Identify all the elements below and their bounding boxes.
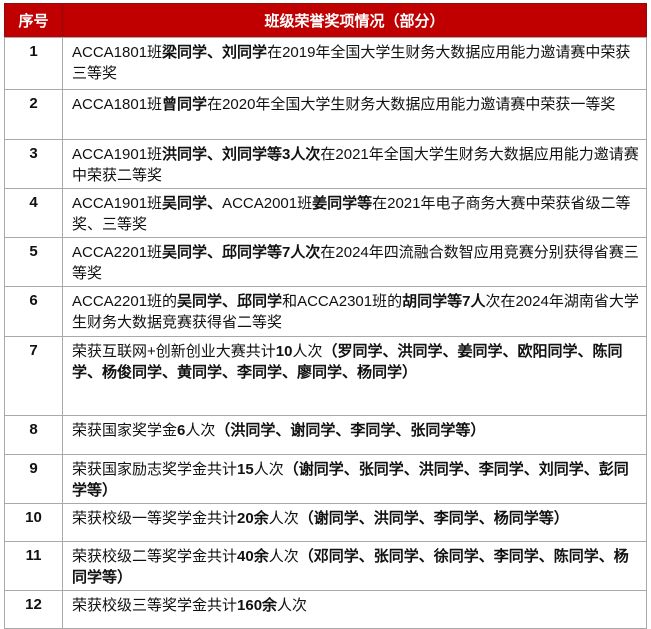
- table-row: 1 ACCA1801班梁同学、刘同学在2019年全国大学生财务大数据应用能力邀请赛…: [4, 37, 647, 90]
- text-segment-bold: 吴同学、: [162, 195, 223, 212]
- text-segment-bold: 姜同学等: [312, 195, 373, 212]
- table-body: 1 ACCA1801班梁同学、刘同学在2019年全国大学生财务大数据应用能力邀请赛…: [4, 37, 647, 629]
- row-content-cell: 荣获校级二等奖学金共计40余人次（邓同学、张同学、徐同学、李同学、陈同学、杨同学…: [62, 541, 647, 591]
- text-segment: ACCA2001班: [222, 195, 313, 212]
- text-segment: 荣获校级二等奖学金共计: [72, 548, 238, 565]
- table-row: 5 ACCA2201班吴同学、邱同学等7人次在2024年四流融合数智应用竞赛分别获…: [4, 237, 647, 287]
- row-serial-cell: 11: [4, 541, 63, 591]
- honors-table: 序号 班级荣誉奖项情况（部分） 1 ACCA1801班梁同学、刘同学在2019年全…: [4, 3, 647, 629]
- text-segment-bold: 梁同学、刘同学: [162, 44, 268, 61]
- table-row: 2 ACCA1801班曾同学在2020年全国大学生财务大数据应用能力邀请赛中荣获一…: [4, 89, 647, 140]
- table-header: 序号 班级荣誉奖项情况（部分）: [4, 3, 647, 38]
- row-content-cell: 荣获校级三等奖学金共计160余人次: [62, 590, 647, 629]
- text-segment: ACCA1801班: [72, 96, 163, 113]
- text-segment: 荣获国家奖学金: [72, 422, 178, 439]
- header-col-serial: 序号: [4, 3, 63, 38]
- text-segment-bold: （罗同学、洪同学、姜同学、欧阳同学、陈同学、杨俊同学、黄同学、李同学、廖同学、杨…: [72, 343, 623, 381]
- table-row: 7 荣获互联网+创新创业大赛共计10人次（罗同学、洪同学、姜同学、欧阳同学、陈同学…: [4, 336, 647, 416]
- row-serial-cell: 3: [4, 139, 63, 189]
- text-segment: 在2019年全国大学生财务大数据应用能力邀请赛中荣获三等奖: [72, 44, 631, 82]
- table-row: 11 荣获校级二等奖学金共计40余人次（邓同学、张同学、徐同学、李同学、陈同学、杨…: [4, 541, 647, 591]
- row-serial-cell: 12: [4, 590, 63, 629]
- text-segment-bold: （邓同学、张同学、徐同学、李同学、陈同学、杨同学等）: [72, 548, 629, 586]
- text-segment-bold: （谢同学、张同学、洪同学、李同学、刘同学、彭同学等）: [72, 461, 629, 499]
- text-segment: 人次: [185, 422, 216, 439]
- text-segment: 次在2024年湖南省大学生财务大数据竞赛获得省二等奖: [72, 293, 639, 331]
- text-segment-bold: 6: [177, 422, 186, 439]
- table-row: 8 荣获国家奖学金6人次（洪同学、谢同学、李同学、张同学等）: [4, 415, 647, 455]
- header-col-title: 班级荣誉奖项情况（部分）: [62, 3, 647, 38]
- row-content-cell: ACCA1901班洪同学、刘同学等3人次在2021年全国大学生财务大数据应用能力…: [62, 139, 647, 189]
- table-row: 3 ACCA1901班洪同学、刘同学等3人次在2021年全国大学生财务大数据应用能…: [4, 139, 647, 189]
- text-segment: ACCA1901班: [72, 195, 163, 212]
- text-segment-bold: 15: [237, 461, 254, 478]
- text-segment: 在2021年全国大学生财务大数据应用能力邀请赛中荣获二等奖: [72, 146, 639, 184]
- text-segment: 在2020年全国大学生财务大数据应用能力邀请赛中荣获一等奖: [207, 96, 616, 113]
- row-serial-cell: 5: [4, 237, 63, 287]
- text-segment-bold: 160余: [237, 597, 278, 614]
- text-segment: 荣获校级三等奖学金共计: [72, 597, 238, 614]
- text-segment-bold: 吴同学、邱同学等7人次: [162, 244, 321, 261]
- row-serial-cell: 1: [4, 37, 63, 90]
- text-segment: 人次: [268, 510, 299, 527]
- header-row: 序号 班级荣誉奖项情况（部分）: [4, 3, 647, 38]
- table-row: 12 荣获校级三等奖学金共计160余人次: [4, 590, 647, 629]
- text-segment-bold: 曾同学: [162, 96, 208, 113]
- text-segment-bold: 20余: [237, 510, 269, 527]
- text-segment-bold: 胡同学等7人: [402, 293, 486, 310]
- text-segment-bold: （洪同学、谢同学、李同学、张同学等）: [215, 422, 486, 439]
- table-row: 10 荣获校级一等奖学金共计20余人次（谢同学、洪同学、李同学、杨同学等）: [4, 503, 647, 542]
- row-serial-cell: 4: [4, 188, 63, 238]
- row-serial-cell: 10: [4, 503, 63, 542]
- text-segment-bold: 40余: [237, 548, 269, 565]
- row-content-cell: ACCA1901班吴同学、ACCA2001班姜同学等在2021年电子商务大赛中荣…: [62, 188, 647, 238]
- text-segment: 荣获校级一等奖学金共计: [72, 510, 238, 527]
- text-segment: 荣获互联网+创新创业大赛共计: [72, 343, 276, 360]
- row-serial-cell: 8: [4, 415, 63, 455]
- text-segment: ACCA1901班: [72, 146, 163, 163]
- text-segment: 在2024年四流融合数智应用竞赛分别获得省赛三等奖: [72, 244, 639, 282]
- text-segment: ACCA2201班: [72, 244, 163, 261]
- text-segment: ACCA2201班的: [72, 293, 178, 310]
- row-content-cell: 荣获互联网+创新创业大赛共计10人次（罗同学、洪同学、姜同学、欧阳同学、陈同学、…: [62, 336, 647, 416]
- text-segment-bold: （谢同学、洪同学、李同学、杨同学等）: [298, 510, 569, 527]
- row-content-cell: ACCA1801班曾同学在2020年全国大学生财务大数据应用能力邀请赛中荣获一等…: [62, 89, 647, 140]
- row-serial-cell: 6: [4, 286, 63, 337]
- row-content-cell: 荣获校级一等奖学金共计20余人次（谢同学、洪同学、李同学、杨同学等）: [62, 503, 647, 542]
- row-serial-cell: 7: [4, 336, 63, 416]
- text-segment: 人次: [292, 343, 323, 360]
- row-content-cell: ACCA2201班吴同学、邱同学等7人次在2024年四流融合数智应用竞赛分别获得…: [62, 237, 647, 287]
- row-content-cell: ACCA2201班的吴同学、邱同学和ACCA2301班的胡同学等7人次在2024…: [62, 286, 647, 337]
- text-segment: 人次: [268, 548, 299, 565]
- table-row: 6 ACCA2201班的吴同学、邱同学和ACCA2301班的胡同学等7人次在202…: [4, 286, 647, 337]
- text-segment: 荣获国家励志奖学金共计: [72, 461, 238, 478]
- text-segment-bold: 10: [275, 343, 293, 360]
- row-content-cell: ACCA1801班梁同学、刘同学在2019年全国大学生财务大数据应用能力邀请赛中…: [62, 37, 647, 90]
- table-row: 9 荣获国家励志奖学金共计15人次（谢同学、张同学、洪同学、李同学、刘同学、彭同学…: [4, 454, 647, 504]
- text-segment: 在2021年电子商务大赛中荣获省级二等奖、三等奖: [72, 195, 631, 233]
- row-serial-cell: 9: [4, 454, 63, 504]
- table-row: 4 ACCA1901班吴同学、ACCA2001班姜同学等在2021年电子商务大赛中…: [4, 188, 647, 238]
- text-segment: 人次: [253, 461, 284, 478]
- row-content-cell: 荣获国家励志奖学金共计15人次（谢同学、张同学、洪同学、李同学、刘同学、彭同学等…: [62, 454, 647, 504]
- text-segment: ACCA1801班: [72, 44, 163, 61]
- text-segment-bold: 吴同学、邱同学: [177, 293, 283, 310]
- text-segment: 人次: [277, 597, 308, 614]
- row-content-cell: 荣获国家奖学金6人次（洪同学、谢同学、李同学、张同学等）: [62, 415, 647, 455]
- row-serial-cell: 2: [4, 89, 63, 140]
- text-segment: 和ACCA2301班的: [282, 293, 403, 310]
- text-segment-bold: 洪同学、刘同学等3人次: [162, 146, 321, 163]
